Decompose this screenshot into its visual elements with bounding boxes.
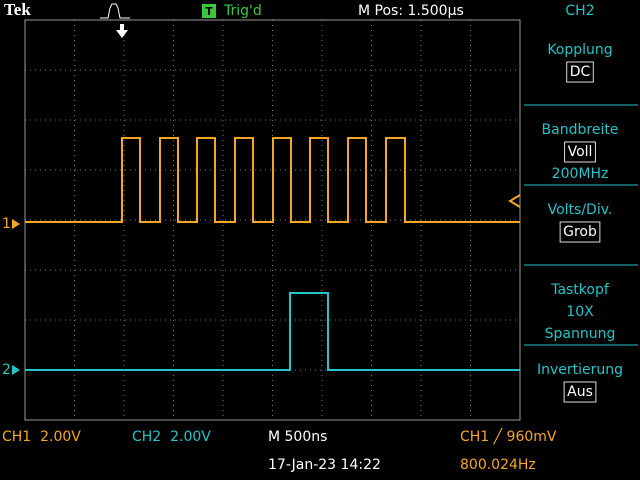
ch1-scale: CH1 2.00V: [2, 429, 81, 445]
menu-detail: 10X: [566, 304, 594, 320]
ch2-scale: CH2 2.00V: [132, 429, 211, 445]
menu-value-box: [564, 141, 596, 163]
trigger-status: Trig'd: [223, 3, 262, 19]
menu-value: Grob: [563, 224, 597, 240]
trigger-position-marker: [116, 24, 128, 38]
menu-item[interactable]: Bandbreite Voll 200MHz: [524, 104, 638, 182]
menu-value: Voll: [568, 144, 593, 160]
ch2-marker-arrow: [12, 365, 20, 375]
trigger-setting: CH1 ╱ 960mV: [460, 428, 557, 445]
menu-item[interactable]: Invertierung Aus: [524, 344, 638, 403]
menu-label: Bandbreite: [542, 122, 619, 138]
trigger-icon: T: [205, 5, 213, 18]
menu-item[interactable]: Kopplung DC: [547, 42, 613, 83]
menu-title: CH2: [565, 3, 594, 19]
horizontal-position: M Pos: 1.500µs: [358, 3, 464, 19]
ch2-marker: 2: [2, 362, 11, 378]
graticule-border: [24, 19, 521, 421]
ch1-marker: 1: [2, 216, 11, 232]
frequency: 800.024Hz: [460, 457, 536, 473]
datetime: 17-Jan-23 14:22: [268, 457, 381, 473]
menu-value-box: [559, 221, 601, 243]
ch1-marker-arrow: [12, 219, 20, 229]
trigger-level-marker: [508, 194, 521, 208]
menu-label: Invertierung: [537, 362, 623, 378]
menu-label: Volts/Div.: [548, 202, 613, 218]
menu-value: Aus: [567, 384, 593, 400]
menu-item[interactable]: Tastkopf 10X Spannung: [524, 264, 638, 342]
trigger-icon-box: [202, 4, 216, 18]
menu-value-box: [563, 381, 597, 403]
menu-value: DC: [570, 64, 591, 80]
side-menu: Kopplung DC Bandbreite Voll 200MHz Volts/Div.…: [524, 42, 638, 403]
menu-detail: 200MHz: [552, 166, 609, 182]
menu-value-box: [566, 61, 594, 83]
menu-item[interactable]: Volts/Div. Grob: [524, 184, 638, 243]
menu-label: Tastkopf: [550, 282, 610, 298]
trigger-edge-icon: [100, 3, 130, 19]
menu-label: Kopplung: [547, 42, 612, 58]
brand: Tek: [4, 0, 31, 19]
ch2-waveform: [25, 292, 520, 371]
ch1-waveform: [25, 137, 520, 223]
menu-extra: Spannung: [545, 326, 616, 342]
timebase: M 500ns: [268, 429, 327, 445]
